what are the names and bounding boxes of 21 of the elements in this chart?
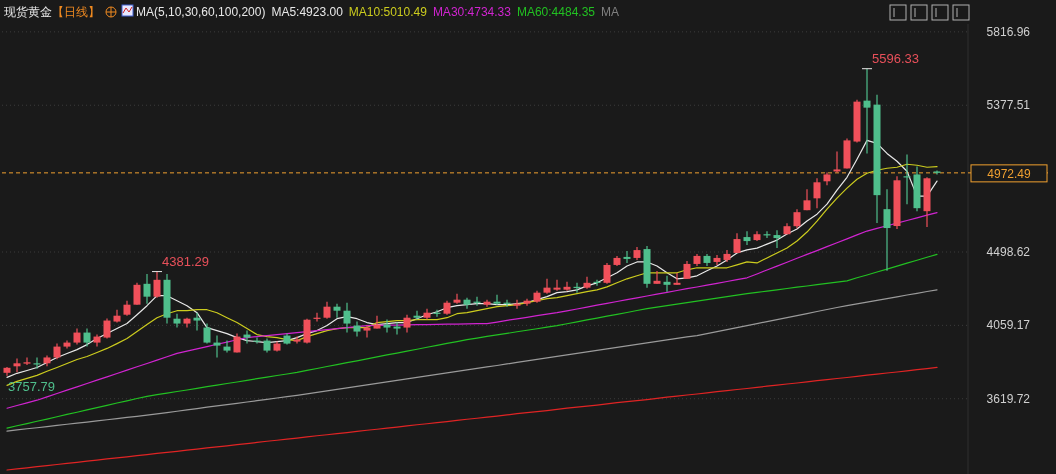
line-series [6, 366, 938, 471]
text: MA(5,10,30,60,100,200) [136, 5, 266, 19]
text: MA [601, 5, 619, 19]
line-series [6, 289, 938, 432]
y-tick-label: 5816.96 [986, 24, 1031, 39]
text: MA30:4734.33 [432, 5, 512, 19]
ref-label: 4972.49 [970, 164, 1048, 183]
annotation: 4381.29 [162, 253, 209, 269]
y-tick-label: 4498.62 [986, 244, 1031, 259]
line-series [6, 253, 938, 429]
annotation: 5596.33 [872, 50, 919, 66]
y-tick-label: 5377.51 [986, 98, 1031, 113]
y-tick-label: 3619.72 [986, 391, 1031, 406]
ref-line-label: 4972.49 [987, 166, 1032, 181]
text: MA5:4923.00 [271, 5, 344, 19]
chart-title: 现货黄金 [4, 5, 52, 19]
y-tick-label: 4059.17 [986, 318, 1031, 333]
text: MA60:4484.35 [516, 5, 596, 19]
chart-subtitle: 【日线】 [52, 5, 100, 19]
annotation: 3757.79 [8, 378, 55, 394]
text: MA10:5010.49 [348, 5, 428, 19]
